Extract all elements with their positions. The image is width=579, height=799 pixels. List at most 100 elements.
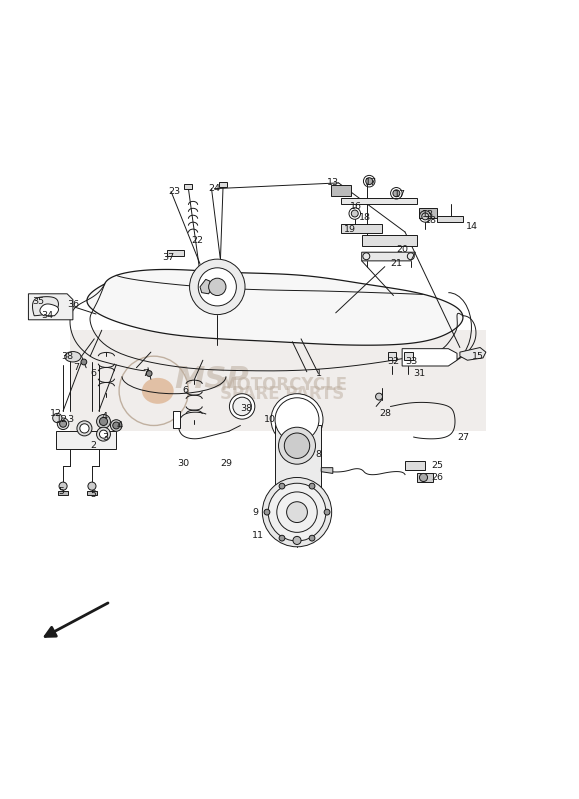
Circle shape xyxy=(97,427,111,441)
Text: 29: 29 xyxy=(220,459,232,467)
Text: 17: 17 xyxy=(394,190,405,199)
Text: 22: 22 xyxy=(191,237,203,245)
Text: 36: 36 xyxy=(67,300,79,308)
Polygon shape xyxy=(405,461,425,470)
Text: 28: 28 xyxy=(379,409,391,419)
Polygon shape xyxy=(173,411,179,428)
Polygon shape xyxy=(56,431,116,448)
Text: 19: 19 xyxy=(345,225,356,233)
Text: 7: 7 xyxy=(142,369,148,378)
Circle shape xyxy=(53,413,62,423)
Circle shape xyxy=(233,397,251,415)
Polygon shape xyxy=(419,208,437,217)
Text: 34: 34 xyxy=(41,312,53,320)
Text: 27: 27 xyxy=(457,432,469,442)
Polygon shape xyxy=(331,185,351,197)
Circle shape xyxy=(111,419,122,431)
Circle shape xyxy=(100,417,108,426)
Circle shape xyxy=(80,423,89,433)
Polygon shape xyxy=(40,304,58,316)
Circle shape xyxy=(275,398,319,442)
Polygon shape xyxy=(437,217,463,221)
Text: 3: 3 xyxy=(102,432,108,442)
Polygon shape xyxy=(321,467,333,474)
Polygon shape xyxy=(404,352,412,360)
Polygon shape xyxy=(167,250,184,256)
Circle shape xyxy=(77,421,92,436)
Text: 6: 6 xyxy=(90,369,96,378)
Polygon shape xyxy=(342,198,416,205)
Ellipse shape xyxy=(65,352,81,362)
Text: 12: 12 xyxy=(56,415,68,424)
Circle shape xyxy=(351,210,358,217)
Circle shape xyxy=(100,430,108,438)
Circle shape xyxy=(113,422,120,429)
Text: 11: 11 xyxy=(252,531,264,540)
Text: 17: 17 xyxy=(365,178,376,188)
Circle shape xyxy=(422,213,428,220)
Circle shape xyxy=(279,535,285,541)
Circle shape xyxy=(97,415,111,428)
Polygon shape xyxy=(87,269,463,345)
Circle shape xyxy=(81,359,87,365)
Text: 38: 38 xyxy=(240,403,252,412)
Polygon shape xyxy=(275,426,321,495)
Circle shape xyxy=(279,483,285,489)
Polygon shape xyxy=(32,296,58,316)
Text: 31: 31 xyxy=(413,369,426,378)
Circle shape xyxy=(271,394,323,446)
Polygon shape xyxy=(219,182,227,187)
Text: 12: 12 xyxy=(50,409,62,419)
Circle shape xyxy=(198,268,236,306)
Circle shape xyxy=(324,509,330,515)
Text: 24: 24 xyxy=(208,185,221,193)
Text: 20: 20 xyxy=(397,244,408,254)
Text: 18: 18 xyxy=(359,213,371,222)
Circle shape xyxy=(229,394,255,419)
Text: 15: 15 xyxy=(471,352,483,360)
Text: 32: 32 xyxy=(388,357,400,367)
Polygon shape xyxy=(87,491,97,495)
Circle shape xyxy=(264,509,270,515)
Circle shape xyxy=(278,427,316,464)
Polygon shape xyxy=(460,348,486,360)
Circle shape xyxy=(59,482,67,490)
FancyBboxPatch shape xyxy=(70,330,486,431)
Circle shape xyxy=(419,474,427,482)
Text: 6: 6 xyxy=(182,387,189,396)
Text: 13: 13 xyxy=(327,178,339,188)
Text: 16: 16 xyxy=(350,201,362,210)
Text: 13: 13 xyxy=(422,210,434,219)
Text: 3: 3 xyxy=(67,415,74,424)
Circle shape xyxy=(60,420,67,427)
Text: 26: 26 xyxy=(431,473,443,482)
Circle shape xyxy=(262,478,332,547)
Polygon shape xyxy=(58,491,68,495)
Circle shape xyxy=(57,418,69,430)
Circle shape xyxy=(287,502,307,523)
Text: 8: 8 xyxy=(316,450,321,459)
Text: 37: 37 xyxy=(163,253,174,263)
Text: 4: 4 xyxy=(116,421,122,430)
Circle shape xyxy=(189,259,245,315)
Text: 25: 25 xyxy=(431,462,443,471)
Text: 1: 1 xyxy=(316,369,321,378)
Polygon shape xyxy=(342,225,382,233)
Text: SPARE PARTS: SPARE PARTS xyxy=(220,385,345,403)
Text: 2: 2 xyxy=(90,441,96,450)
Circle shape xyxy=(146,371,152,376)
Text: 7: 7 xyxy=(73,364,79,372)
Polygon shape xyxy=(28,294,73,320)
Circle shape xyxy=(393,190,400,197)
Text: MOTORCYCLE: MOTORCYCLE xyxy=(220,376,347,394)
Text: 4: 4 xyxy=(102,412,108,421)
Text: 33: 33 xyxy=(405,357,417,367)
Text: 38: 38 xyxy=(61,352,74,360)
Polygon shape xyxy=(200,280,211,294)
Text: 14: 14 xyxy=(466,221,478,231)
Text: 10: 10 xyxy=(263,415,276,424)
Text: 35: 35 xyxy=(32,296,45,306)
Text: 23: 23 xyxy=(168,187,180,196)
Polygon shape xyxy=(402,348,457,366)
Polygon shape xyxy=(184,184,192,189)
